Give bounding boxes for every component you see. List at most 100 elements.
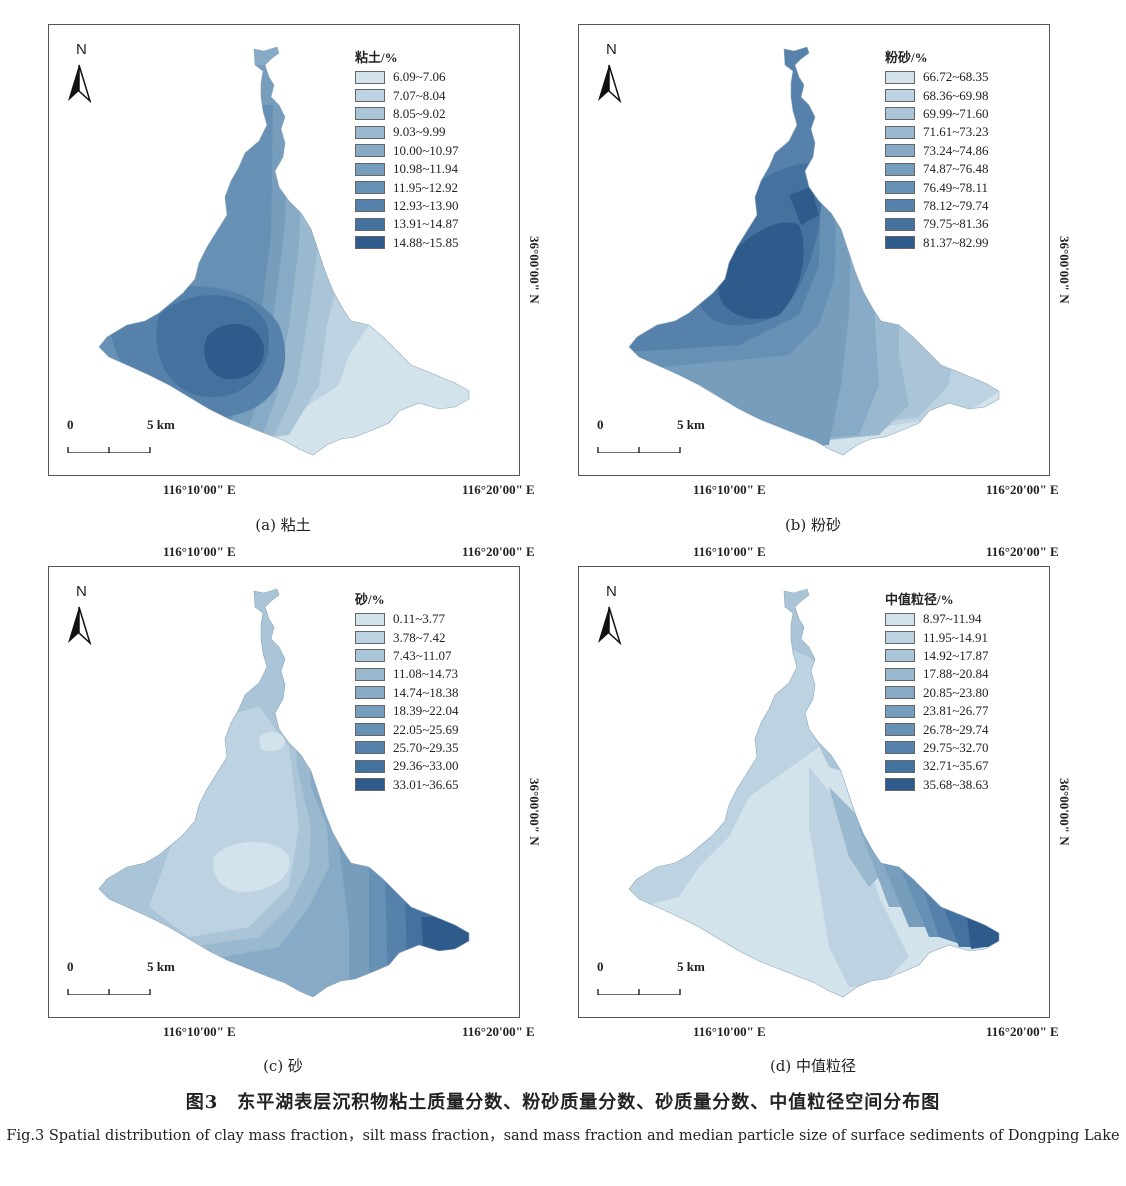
- north-arrow-icon: [68, 64, 92, 104]
- legend-item: 68.36~69.98: [885, 86, 989, 104]
- legend-swatch: [355, 704, 385, 718]
- legend-item: 11.08~14.73: [355, 665, 459, 683]
- sand-map: [98, 588, 470, 998]
- lon-label-a-2: 116°20'00" E: [462, 482, 535, 497]
- legend-item: 26.78~29.74: [885, 720, 989, 738]
- lon-label-c-2: 116°20'00" E: [462, 1024, 535, 1039]
- scale-bar: 0 5 km: [67, 959, 187, 995]
- legend-item: 11.95~14.91: [885, 628, 989, 646]
- legend-label: 10.98~11.94: [393, 161, 459, 177]
- legend-swatch: [355, 125, 385, 139]
- north-letter: N: [76, 583, 87, 600]
- legend-swatch: [885, 612, 915, 626]
- scale-zero: 0: [597, 417, 604, 432]
- legend-swatch: [355, 686, 385, 700]
- legend-item: 3.78~7.42: [355, 628, 459, 646]
- legend-label: 32.71~35.67: [923, 758, 989, 774]
- legend-label: 12.93~13.90: [393, 197, 459, 213]
- legend-label: 0.11~3.77: [393, 611, 446, 627]
- lat-label-a: 36°00'00" N: [527, 236, 542, 304]
- legend-swatch: [885, 181, 915, 195]
- median-map: [628, 588, 1000, 998]
- legend-label: 68.36~69.98: [923, 87, 989, 103]
- legend-item: 78.12~79.74: [885, 197, 989, 215]
- legend-label: 66.72~68.35: [923, 69, 989, 85]
- scale-five: 5 km: [677, 417, 705, 432]
- legend-label: 14.74~18.38: [393, 684, 459, 700]
- legend-label: 6.09~7.06: [393, 69, 446, 85]
- legend-swatch: [355, 162, 385, 176]
- legend-label: 81.37~82.99: [923, 234, 989, 250]
- zone-11: [967, 917, 999, 949]
- scale-five: 5 km: [147, 417, 175, 432]
- legend-label: 8.05~9.02: [393, 105, 446, 121]
- legend-swatch: [355, 778, 385, 792]
- caption-b: (b) 粉砂: [784, 516, 842, 534]
- legend-item: 18.39~22.04: [355, 702, 459, 720]
- north-arrow-icon: [598, 64, 622, 104]
- lake-outline: [628, 588, 1000, 998]
- north-arrow: N: [67, 41, 97, 104]
- north-letter: N: [76, 41, 87, 58]
- legend-label: 17.88~20.84: [923, 666, 989, 682]
- scale-bar-line: [597, 447, 681, 453]
- legend-label: 22.05~25.69: [393, 721, 459, 737]
- zone-9: [405, 899, 469, 997]
- legend-swatch: [885, 144, 915, 158]
- scale-zero: 0: [67, 959, 74, 974]
- legend-title: 粘土/%: [355, 50, 398, 65]
- legend-item: 6.09~7.06: [355, 68, 459, 86]
- legend-item: 73.24~74.86: [885, 142, 989, 160]
- legend-item: 23.81~26.77: [885, 702, 989, 720]
- legend-swatch: [885, 723, 915, 737]
- legend-item: 32.71~35.67: [885, 757, 989, 775]
- legend-item: 76.49~78.11: [885, 178, 989, 196]
- legend-item: 33.01~36.65: [355, 776, 459, 794]
- legend-item: 7.07~8.04: [355, 86, 459, 104]
- legend-label: 7.07~8.04: [393, 87, 446, 103]
- legend-swatch: [885, 107, 915, 121]
- legend-items: 0.11~3.77 3.78~7.42 7.43~11.07 11.08~14.73 1…: [355, 610, 459, 794]
- legend-swatch: [355, 70, 385, 84]
- legend-item: 79.75~81.36: [885, 215, 989, 233]
- legend-swatch: [885, 704, 915, 718]
- legend-title: 粉砂/%: [885, 50, 928, 65]
- lon-label-d-1: 116°10'00" E: [693, 1024, 766, 1039]
- scale-bar: 0 5 km: [597, 417, 717, 453]
- panel-median: N 0 5 km 中值粒径/% 8.97~11.94 11.95~14.91 14.…: [578, 566, 1050, 1018]
- lon-label-c-top-2: 116°20'00" E: [462, 544, 535, 559]
- scale-five: 5 km: [147, 959, 175, 974]
- legend-swatch: [355, 631, 385, 645]
- scale-bar: 0 5 km: [597, 959, 717, 995]
- legend-item: 14.74~18.38: [355, 684, 459, 702]
- north-letter: N: [606, 583, 617, 600]
- legend-label: 10.00~10.97: [393, 142, 459, 158]
- lon-label-d-top-1: 116°10'00" E: [693, 544, 766, 559]
- legend-label: 76.49~78.11: [923, 179, 989, 195]
- legend-item: 13.91~14.87: [355, 215, 459, 233]
- panel-silt: N 0 5 km 粉砂/% 66.72~68.35 68.36~69.98 69.9…: [578, 24, 1050, 476]
- north-arrow-icon: [68, 606, 92, 646]
- scale-bar-line: [67, 447, 151, 453]
- legend-label: 71.61~73.23: [923, 124, 989, 140]
- legend-label: 11.08~14.73: [393, 666, 459, 682]
- lon-label-d-top-2: 116°20'00" E: [986, 544, 1059, 559]
- legend-label: 74.87~76.48: [923, 161, 989, 177]
- silt-map: [628, 46, 1000, 456]
- legend-swatch: [355, 741, 385, 755]
- lat-label-d: 36°00'00" N: [1057, 778, 1072, 846]
- legend-item: 10.98~11.94: [355, 160, 459, 178]
- lake-outline: [628, 46, 1000, 456]
- legend-item: 74.87~76.48: [885, 160, 989, 178]
- legend: 粘土/% 6.09~7.06 7.07~8.04 8.05~9.02 9.03~9.9…: [355, 47, 459, 252]
- panel-clay: N 0 5 km 粘土/% 6.09~7.06 7.07~8.04 8.05~9.0…: [48, 24, 520, 476]
- legend-label: 26.78~29.74: [923, 721, 989, 737]
- lon-label-b-1: 116°10'00" E: [693, 482, 766, 497]
- scale-bar-line: [67, 989, 151, 995]
- legend-label: 79.75~81.36: [923, 216, 989, 232]
- caption-d: (d) 中值粒径: [769, 1057, 857, 1075]
- legend-item: 81.37~82.99: [885, 234, 989, 252]
- legend-item: 29.75~32.70: [885, 739, 989, 757]
- legend-swatch: [355, 759, 385, 773]
- lon-label-b-2: 116°20'00" E: [986, 482, 1059, 497]
